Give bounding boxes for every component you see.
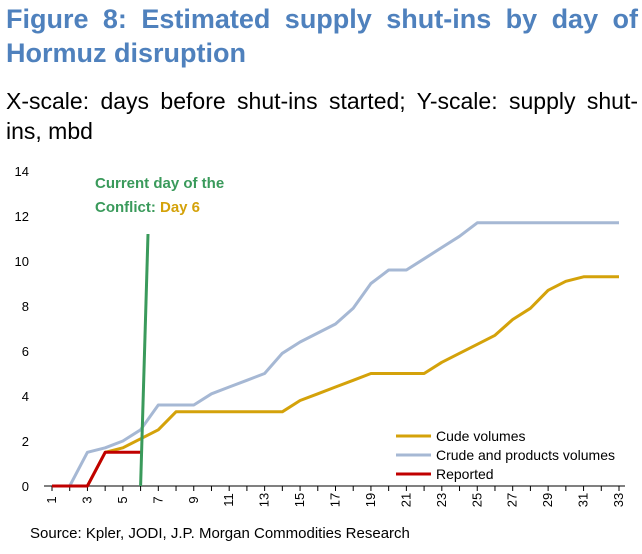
x-tick-label: 15 [292, 493, 307, 507]
x-tick-label: 3 [79, 496, 94, 503]
x-tick-label: 1 [44, 496, 59, 503]
y-tick-label: 10 [15, 254, 29, 269]
chart-subtitle: X-scale: days before shut-ins started; Y… [6, 88, 638, 144]
x-tick-label: 23 [434, 493, 449, 507]
y-tick-label: 2 [22, 434, 29, 449]
legend: Cude volumes Crude and products volumes Re… [396, 428, 615, 482]
y-tick-label: 4 [22, 389, 29, 404]
series-line-cude-volumes [52, 275, 619, 488]
x-tick-label: 11 [221, 493, 236, 507]
x-tick-label: 19 [363, 493, 378, 507]
y-tick-label: 6 [22, 344, 29, 359]
x-tick-label: 13 [257, 493, 272, 507]
series-layer [52, 221, 619, 488]
x-tick-label: 17 [328, 493, 343, 507]
x-tick-label: 7 [150, 496, 165, 503]
current-day-marker-line [139, 233, 150, 487]
series-line-reported [52, 450, 141, 488]
current-day-marker-layer [139, 233, 150, 487]
x-tick-label: 27 [505, 493, 520, 507]
x-tick-label: 5 [115, 496, 130, 503]
annotation-prefix: Conflict: [95, 199, 160, 216]
x-tick-label: 33 [611, 493, 626, 507]
x-tick-label: 25 [469, 493, 484, 507]
annotation-line2: Conflict: Day 6 [95, 199, 200, 216]
legend-label: Cude volumes [436, 428, 526, 444]
y-tick-label: 8 [22, 299, 29, 314]
annotation-line1: Current day of the [95, 175, 224, 192]
annotation-day: Day 6 [160, 199, 200, 216]
x-tick-label: 21 [398, 493, 413, 507]
legend-label: Crude and products volumes [436, 447, 615, 463]
y-tick-label: 0 [22, 479, 29, 494]
series-line-crude-and-products-volumes [52, 221, 619, 488]
legend-label: Reported [436, 466, 494, 482]
chart-title: Figure 8: Estimated supply shut-ins by d… [6, 4, 638, 68]
x-tick-label: 9 [186, 496, 201, 503]
source-note: Source: Kpler, JODI, J.P. Morgan Commodi… [30, 525, 410, 542]
y-tick-label: 12 [15, 209, 29, 224]
x-tick-label: 31 [576, 493, 591, 507]
x-tick-label: 29 [540, 493, 555, 507]
y-tick-label: 14 [15, 164, 29, 179]
